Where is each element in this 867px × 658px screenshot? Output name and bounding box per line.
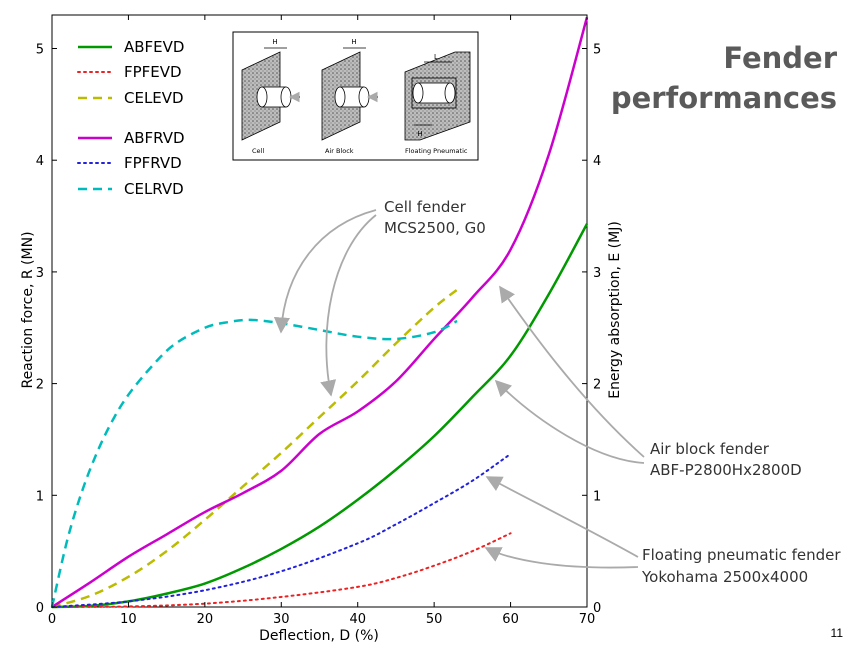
annotation-air-line2: ABF-P2800Hx2800D: [650, 461, 802, 479]
inset-floating-frame: [411, 77, 457, 109]
cylinder-end: [256, 86, 268, 108]
slide-title: Fender performances: [611, 38, 837, 118]
series-line-fpfrvd: [51, 452, 512, 608]
annotation-float-line1: Floating pneumatic fender: [642, 546, 841, 564]
x-tick-label: 40: [349, 612, 366, 627]
cylinder-end: [444, 82, 456, 104]
x-axis-label: Deflection, D (%): [259, 628, 379, 644]
y-tick-label: 4: [36, 154, 44, 169]
x-tick-label: 30: [273, 612, 290, 627]
inset-label: Floating Pneumatic: [405, 147, 468, 155]
legend-label: ABFEVD: [124, 38, 184, 56]
page-number: 11: [830, 626, 843, 640]
arrow-cell-to-celrvd: [273, 209, 377, 334]
inset-floating-fender: [412, 82, 456, 104]
y-tick-label: 2: [36, 378, 44, 393]
x-tick-label: 20: [197, 612, 214, 627]
series-line-fpfevd: [51, 532, 512, 608]
arrow-air-to-abfrvd: [499, 285, 645, 458]
y2-tick-label: 4: [593, 154, 601, 169]
inset-dim-label: H: [351, 38, 356, 46]
x-tick-label: 50: [426, 612, 443, 627]
y2-tick-label: 1: [593, 489, 601, 504]
annotation-cell-fender: Cell fender MCS2500, G0: [384, 198, 486, 237]
y-tick-label: 0: [36, 601, 44, 616]
annotation-float-line2: Yokohama 2500x4000: [641, 568, 808, 586]
legend-label: CELRVD: [124, 180, 184, 198]
arrow-float-to-fpfrvd: [485, 476, 639, 558]
x-tick-label: 60: [502, 612, 519, 627]
y2-tick-label: 0: [593, 601, 601, 616]
legend-label: FPFRVD: [124, 154, 182, 172]
y-tick-label: 1: [36, 489, 44, 504]
legend-label: CELEVD: [124, 89, 184, 107]
cylinder-end: [334, 86, 346, 108]
y2-tick-label: 5: [593, 43, 601, 58]
series-line-celrvd: [50, 318, 458, 608]
inset-dim-label: H: [272, 38, 277, 46]
x-tick-label: 10: [120, 612, 137, 627]
x-tick-label: 0: [48, 612, 56, 627]
slide-title-line2: performances: [610, 81, 837, 115]
arrow-float-to-fpfevd: [484, 547, 639, 569]
legend-label: ABFRVD: [124, 129, 185, 147]
inset-label: Air Block: [325, 147, 354, 155]
legend-label: FPFEVD: [124, 63, 182, 81]
y2-tick-label: 2: [593, 378, 601, 393]
plot-frame: [51, 14, 588, 608]
arrow-air-to-abfevd: [494, 379, 645, 464]
annotation-arrows: [273, 209, 645, 569]
arrow-cell-to-celevd: [320, 214, 377, 397]
legend: ABFEVD FPFEVD CELEVD ABFRVD FPFRVD CELRVD: [77, 38, 185, 198]
y2-axis-label: Energy absorption, E (MJ): [607, 221, 623, 399]
inset-cell-fender: [256, 86, 292, 108]
cylinder-end: [280, 86, 292, 108]
y-tick-label: 3: [36, 266, 44, 281]
cylinder-end: [412, 82, 424, 104]
inset-dim-label: L: [434, 53, 438, 61]
annotation-air-block-fender: Air block fender ABF-P2800Hx2800D: [650, 440, 802, 479]
fender-types-inset: H H L H Cell Air Block Floating Pneumatic: [232, 31, 479, 161]
y-tick-label: 5: [36, 43, 44, 58]
curves: [50, 16, 589, 609]
annotation-cell-line2: MCS2500, G0: [384, 219, 486, 237]
series-line-celevd: [51, 288, 458, 609]
x-tick-label: 70: [579, 612, 596, 627]
inset-dim-label: H: [417, 130, 422, 138]
y2-tick-label: 3: [593, 266, 601, 281]
inset-airblock-fender: [334, 86, 370, 108]
cylinder-end: [358, 86, 370, 108]
y-axis-label: Reaction force, R (MN): [20, 231, 36, 388]
slide-title-line1: Fender: [723, 41, 837, 75]
annotation-cell-line1: Cell fender: [384, 198, 467, 216]
annotation-floating-fender: Floating pneumatic fender Yokohama 2500x…: [641, 546, 841, 586]
series-line-abfrvd: [51, 16, 589, 609]
plot-border: [51, 14, 588, 608]
annotation-air-line1: Air block fender: [650, 440, 770, 458]
inset-label: Cell: [252, 147, 264, 155]
